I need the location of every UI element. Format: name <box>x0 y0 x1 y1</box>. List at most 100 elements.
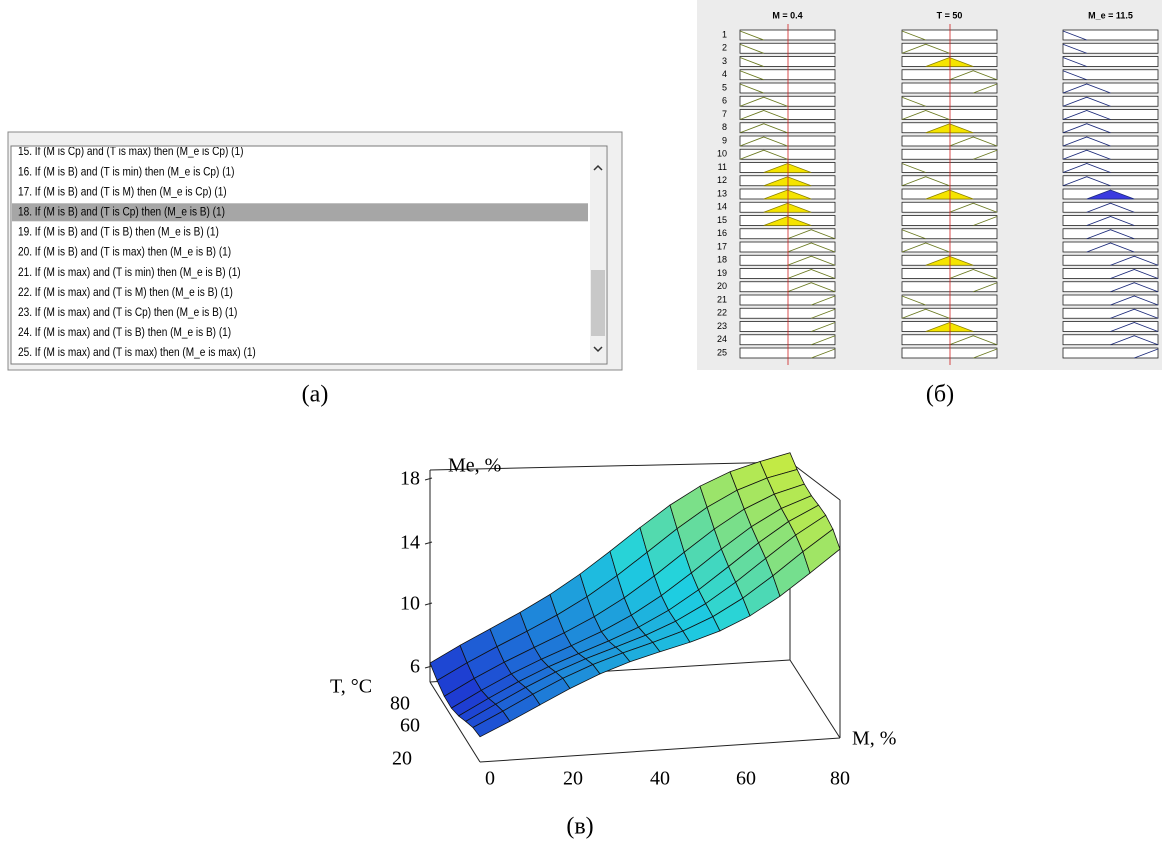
membership-line <box>739 30 764 41</box>
panel-label: (в) <box>566 814 593 840</box>
membership-line <box>787 242 836 253</box>
membership-line <box>739 110 788 120</box>
scroll-up[interactable] <box>593 164 603 171</box>
x-tick-label: 60 <box>736 768 756 790</box>
membership-line <box>739 136 788 147</box>
membership-fill <box>925 255 974 266</box>
mf-box <box>901 294 998 306</box>
rule-number: 25 <box>717 347 727 357</box>
mf-box <box>739 334 836 346</box>
membership-line <box>1062 83 1111 94</box>
membership-line <box>1086 229 1135 240</box>
membership-fill <box>925 189 974 200</box>
z-tick-label: 14 <box>400 532 420 554</box>
rule-number: 10 <box>717 149 727 159</box>
membership-line <box>739 43 764 54</box>
rule-number: 9 <box>722 135 727 145</box>
membership-line <box>973 348 998 359</box>
z-tick-label: 6 <box>410 656 420 678</box>
membership-line <box>1062 123 1111 134</box>
mf-box <box>1062 215 1159 226</box>
membership-line <box>1062 149 1111 160</box>
input-header: M_e = 11.5 <box>1088 10 1133 20</box>
rule-viewer-content: M = 0.4 T = 50 M_e = 11.512345678910111213… <box>717 10 1159 365</box>
mf-box <box>901 215 998 226</box>
membership-line <box>787 269 836 279</box>
panel-label: (a) <box>302 382 329 408</box>
rule-text: 20. If (M is B) and (T is max) then (M_e… <box>18 246 231 259</box>
scroll-thumb[interactable] <box>591 270 605 336</box>
mf-box <box>1062 241 1159 253</box>
input-header: T = 50 <box>937 10 963 20</box>
surface-patch <box>802 528 841 574</box>
membership-fill <box>1086 189 1135 200</box>
box-edge <box>789 461 841 501</box>
mf-box <box>1062 228 1159 240</box>
mf-box <box>901 82 998 94</box>
membership-line <box>901 176 950 187</box>
membership-line <box>1110 282 1159 293</box>
mf-box <box>1062 347 1159 359</box>
membership-fill <box>763 202 812 213</box>
x-tick-label: 20 <box>563 768 583 790</box>
mf-box <box>739 42 836 54</box>
membership-line <box>973 216 998 226</box>
x-axis-label: M, % <box>852 728 896 750</box>
x-tick-label: 0 <box>485 768 495 790</box>
mf-box <box>1062 201 1159 213</box>
membership-line <box>1062 43 1087 54</box>
membership-line <box>811 308 836 319</box>
mf-box <box>901 29 998 41</box>
rule-number: 23 <box>717 321 727 331</box>
membership-line <box>1062 30 1087 41</box>
y-tick-label: 60 <box>400 715 420 737</box>
membership-fill <box>925 123 974 134</box>
membership-line <box>787 282 836 293</box>
membership-line <box>811 335 836 346</box>
membership-line <box>901 110 950 120</box>
membership-line <box>1062 110 1111 120</box>
rule-number: 4 <box>722 69 727 79</box>
membership-line <box>1086 242 1135 253</box>
box-edge <box>479 737 841 763</box>
mf-box <box>901 347 998 359</box>
rule-number: 14 <box>717 202 727 212</box>
rule-number: 20 <box>717 281 727 291</box>
membership-line <box>901 242 950 253</box>
box-edge <box>424 477 433 481</box>
membership-line <box>901 229 926 240</box>
membership-line <box>1062 96 1111 107</box>
membership-line <box>811 295 836 306</box>
membership-fill <box>763 176 812 187</box>
box-edge <box>424 541 433 545</box>
mf-box <box>1062 29 1159 41</box>
y-axis-label: T, °C <box>330 676 372 698</box>
rule-number: 12 <box>717 175 727 185</box>
z-tick-label: 10 <box>400 593 420 615</box>
rule-number: 2 <box>722 43 727 53</box>
rule-number: 11 <box>718 162 727 172</box>
mf-box <box>901 148 998 160</box>
membership-line <box>1110 255 1159 266</box>
rule-text: 15. If (M is Cp) and (T is max) then (M_… <box>18 145 243 158</box>
mf-box <box>1062 56 1159 67</box>
rule-number: 3 <box>722 56 727 66</box>
membership-line <box>1086 202 1135 213</box>
box-edge <box>424 665 433 669</box>
input-header: M = 0.4 <box>772 10 802 20</box>
membership-line <box>1062 163 1111 173</box>
mf-box <box>901 95 998 107</box>
box-edge <box>429 681 481 763</box>
scroll-down[interactable] <box>593 346 603 353</box>
box-edge <box>789 659 841 739</box>
membership-line <box>739 123 788 134</box>
membership-line <box>901 308 950 319</box>
y-tick-label: 20 <box>392 748 412 770</box>
membership-fill <box>925 322 974 332</box>
rule-number: 21 <box>717 294 727 304</box>
membership-line <box>1110 308 1159 319</box>
rule-number: 7 <box>722 109 727 119</box>
mf-box <box>739 321 836 332</box>
mf-box <box>739 69 836 81</box>
